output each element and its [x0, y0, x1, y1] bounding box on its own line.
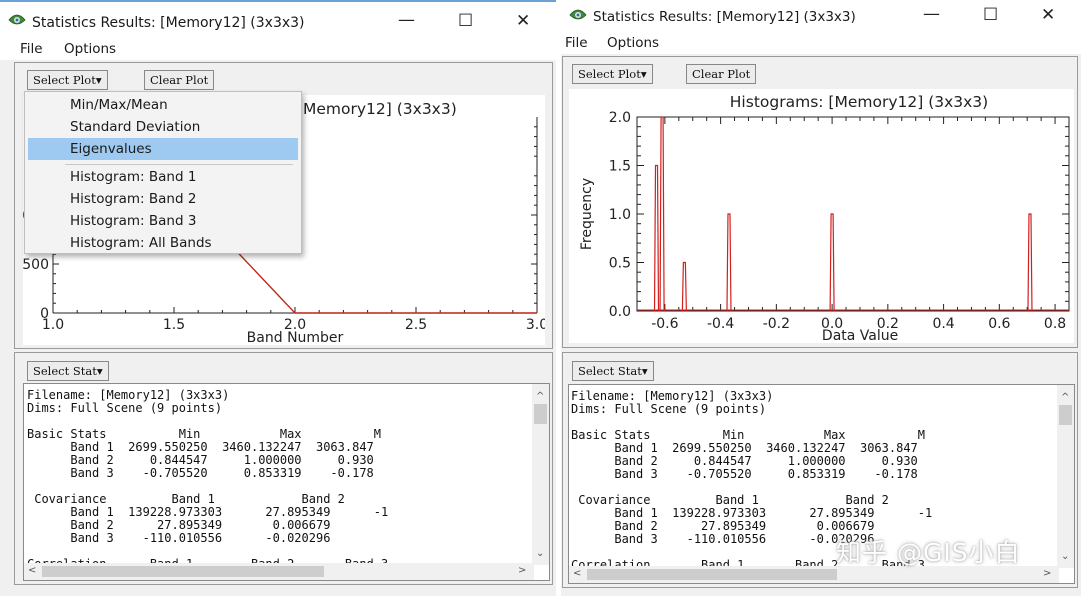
title-bar[interactable]: Statistics Results: [Memory12] (3x3x3) —… — [0, 2, 556, 36]
stats-text-pane[interactable]: Filename: [Memory12] (3x3x3) Dims: Full … — [568, 384, 1075, 584]
menu-item-standard-deviation[interactable]: Standard Deviation — [70, 119, 201, 135]
minimize-icon[interactable]: — — [923, 4, 940, 24]
select-stat-button[interactable]: Select Stat▾ — [572, 361, 654, 381]
clear-plot-button[interactable]: Clear Plot — [144, 70, 215, 90]
menu-file[interactable]: File — [565, 35, 588, 51]
window-title: Statistics Results: [Memory12] (3x3x3) — [32, 15, 305, 31]
maximize-icon[interactable]: ☐ — [983, 5, 999, 25]
stats-text: Filename: [Memory12] (3x3x3) Dims: Full … — [571, 389, 933, 572]
close-icon[interactable]: ✕ — [516, 11, 531, 31]
y-tick-label: 500 — [23, 257, 49, 273]
statistics-app-icon — [569, 9, 587, 20]
menu-separator — [65, 164, 293, 165]
scroll-down-icon[interactable]: ⌄ — [1061, 551, 1070, 562]
x-tick-label: -0.4 — [707, 316, 734, 332]
stats-text: Filename: [Memory12] (3x3x3) Dims: Full … — [27, 388, 389, 571]
menu-file[interactable]: File — [20, 41, 43, 57]
y-axis-label: Frequency — [579, 178, 595, 250]
menu-item-min-max-mean[interactable]: Min/Max/Mean — [70, 97, 168, 113]
y-tick-label: 1.5 — [609, 159, 631, 175]
stats-text-pane[interactable]: Filename: [Memory12] (3x3x3) Dims: Full … — [23, 383, 550, 581]
x-tick-label: 0.0 — [821, 316, 843, 332]
x-tick-label: -0.2 — [763, 316, 790, 332]
select-plot-menu: Min/Max/Mean Standard Deviation Eigenval… — [24, 91, 302, 254]
histogram-plot-svg: Histograms: [Memory12] (3x3x3) 0.0 0.5 1.0 1… — [579, 93, 1070, 343]
scroll-thumb-horizontal[interactable] — [42, 566, 324, 577]
maximize-icon[interactable]: ☐ — [458, 11, 474, 31]
y-tick-label: 0 — [40, 306, 49, 322]
minimize-icon[interactable]: — — [398, 10, 415, 30]
plot-panel: Select Plot▾ Clear Plot Histograms: [Mem… — [562, 56, 1078, 348]
horizontal-scrollbar[interactable]: < > — [569, 566, 1059, 583]
select-plot-button[interactable]: Select Plot▾ — [572, 64, 653, 84]
menu-bar: File Options — [0, 36, 556, 60]
clear-plot-button[interactable]: Clear Plot — [686, 64, 757, 84]
x-axis-label: Data Value — [822, 328, 898, 343]
menu-item-histogram-band-1[interactable]: Histogram: Band 1 — [70, 169, 197, 185]
histogram-plot[interactable]: Histograms: [Memory12] (3x3x3) 0.0 0.5 1.0 1… — [569, 89, 1074, 343]
stats-panel: Select Stat▾ Filename: [Memory12] (3x3x3… — [14, 352, 553, 585]
scroll-left-icon[interactable]: < — [28, 565, 37, 576]
y-tick-label: 0.5 — [609, 256, 631, 272]
x-tick-label: 0.2 — [877, 316, 899, 332]
stats-panel: Select Stat▾ Filename: [Memory12] (3x3x3… — [562, 352, 1078, 588]
scroll-down-icon[interactable]: ⌄ — [536, 548, 545, 559]
x-tick-label: 0.4 — [932, 316, 954, 332]
plot-title-fragment: Memory12] (3x3x3) — [303, 100, 457, 118]
menu-item-eigenvalues[interactable]: Eigenvalues — [28, 138, 298, 160]
histogram-bar — [1027, 213, 1033, 312]
y-tick-label: 0.0 — [609, 304, 631, 320]
scroll-up-icon[interactable]: ^ — [536, 391, 545, 402]
x-tick-label: 0.6 — [988, 316, 1010, 332]
chart-title: Histograms: [Memory12] (3x3x3) — [730, 93, 988, 111]
window-title: Statistics Results: [Memory12] (3x3x3) — [593, 9, 856, 25]
select-plot-button[interactable]: Select Plot▾ — [27, 70, 108, 90]
y-tick-label: 2.0 — [609, 110, 631, 126]
scroll-up-icon[interactable]: ^ — [1061, 392, 1070, 403]
x-tick-label: 1.5 — [163, 317, 185, 333]
plot-frame — [636, 116, 1070, 312]
x-tick-label: 3.0 — [526, 317, 545, 333]
watermark: 知乎 @GIS小白 — [836, 538, 1021, 567]
horizontal-scrollbar[interactable]: < > — [24, 563, 534, 580]
statistics-window-right: Statistics Results: [Memory12] (3x3x3) —… — [561, 0, 1081, 596]
x-tick-label: 2.0 — [284, 317, 306, 333]
scroll-thumb[interactable] — [534, 404, 547, 424]
y-tick-label: 1.0 — [609, 207, 631, 223]
x-tick-label: 1.0 — [42, 317, 64, 333]
histogram-bar — [829, 213, 835, 312]
scroll-right-icon[interactable]: > — [518, 565, 527, 576]
vertical-scrollbar[interactable]: ^ ⌄ — [532, 384, 549, 565]
scroll-right-icon[interactable]: > — [1043, 568, 1052, 579]
histogram-bar — [659, 116, 665, 312]
x-tick-label: 2.5 — [405, 317, 427, 333]
menu-item-histogram-all-bands[interactable]: Histogram: All Bands — [70, 235, 212, 251]
title-bar[interactable]: Statistics Results: [Memory12] (3x3x3) —… — [561, 0, 1081, 30]
menu-item-histogram-band-2[interactable]: Histogram: Band 2 — [70, 191, 197, 207]
menu-options[interactable]: Options — [607, 35, 660, 51]
scroll-left-icon[interactable]: < — [573, 568, 582, 579]
statistics-app-icon — [8, 14, 26, 25]
close-icon[interactable]: ✕ — [1041, 5, 1056, 25]
statistics-window-left: Statistics Results: [Memory12] (3x3x3) —… — [0, 0, 556, 596]
menu-item-histogram-band-3[interactable]: Histogram: Band 3 — [70, 213, 197, 229]
scroll-thumb-horizontal[interactable] — [587, 569, 837, 580]
histogram-bar — [653, 164, 660, 312]
histogram-bar — [681, 261, 687, 312]
x-tick-label: 0.8 — [1044, 316, 1066, 332]
scroll-thumb[interactable] — [1059, 405, 1072, 425]
histogram-bar — [726, 213, 732, 312]
menu-options[interactable]: Options — [64, 41, 117, 57]
menu-bar: File Options — [561, 30, 1081, 54]
x-tick-label: -0.6 — [651, 316, 678, 332]
x-axis-label: Band Number — [247, 330, 344, 345]
select-stat-button[interactable]: Select Stat▾ — [27, 361, 109, 381]
vertical-scrollbar[interactable]: ^ ⌄ — [1057, 385, 1074, 568]
